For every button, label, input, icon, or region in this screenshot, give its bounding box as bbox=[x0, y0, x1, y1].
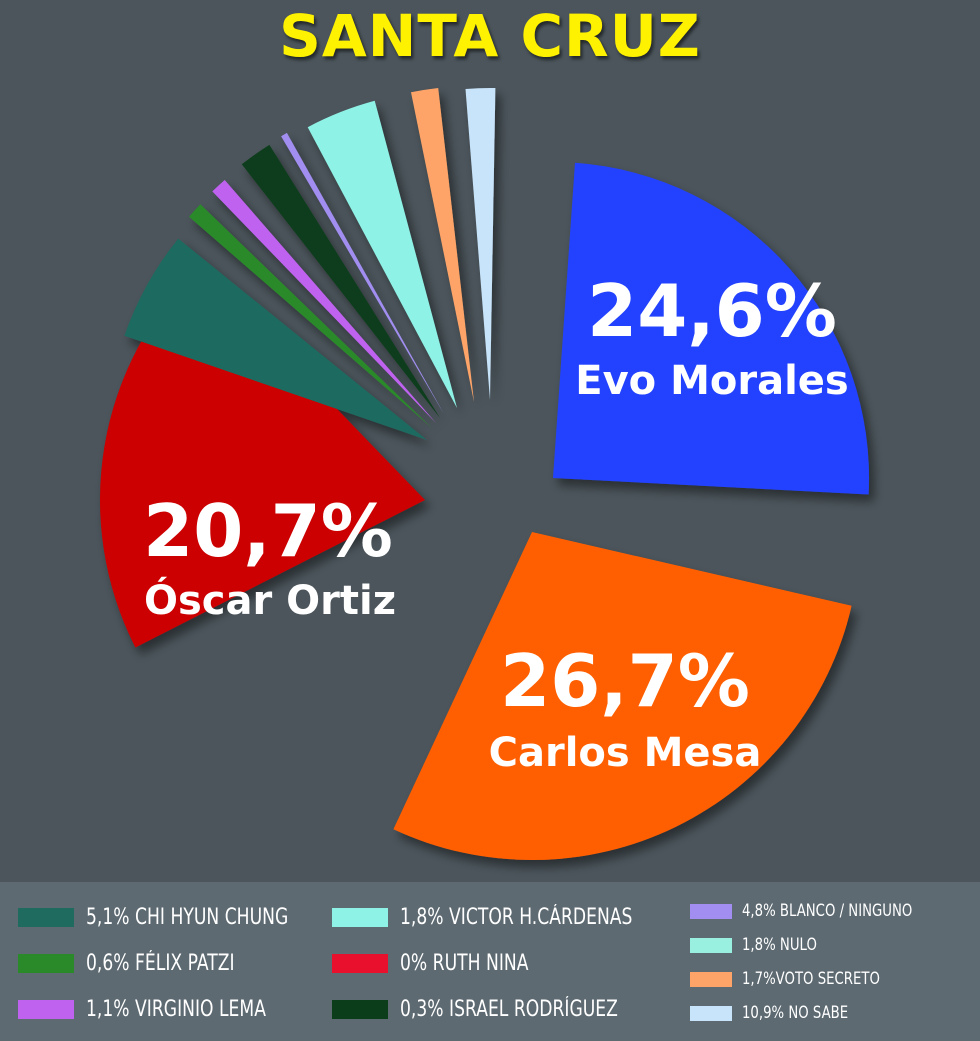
pie-chart: 24,6% Evo Morales 26,7% Carlos Mesa 20,7%Ósc… bbox=[99, 87, 870, 861]
pie-slice-nosabe bbox=[465, 87, 496, 400]
legend-label: 1,1% VIRGINIO LEMA bbox=[86, 996, 266, 1022]
pie-slice-blanco bbox=[281, 132, 444, 414]
legend-label: 0% RUTH NINA bbox=[400, 950, 529, 976]
legend-item: 0% RUTH NINA bbox=[332, 948, 565, 978]
legend-swatch bbox=[18, 953, 74, 973]
legend-swatch bbox=[690, 971, 732, 987]
legend-swatch bbox=[18, 907, 74, 927]
legend-label: 10,9% NO SABE bbox=[742, 1003, 849, 1023]
legend-swatch bbox=[332, 907, 388, 927]
legend-label: 4,8% BLANCO / NINGUNO bbox=[742, 901, 913, 921]
legend-item: 0,3% ISRAEL RODRÍGUEZ bbox=[332, 994, 679, 1024]
pie-slice-mesa bbox=[393, 532, 852, 861]
legend-swatch bbox=[332, 953, 388, 973]
slice-label-pct-mesa: 26,7% bbox=[500, 639, 750, 723]
legend-label: 0,6% FÉLIX PATZI bbox=[86, 950, 235, 976]
legend-item: 1,8% VICTOR H.CÁRDENAS bbox=[332, 902, 698, 932]
legend-item: 5,1% CHI HYUN CHUNG bbox=[18, 902, 345, 932]
legend-swatch bbox=[332, 999, 388, 1019]
legend-swatch bbox=[690, 903, 732, 919]
pie-slice-lema bbox=[212, 180, 436, 423]
pie-slice-evo bbox=[553, 162, 870, 495]
chart-title: SANTA CRUZ bbox=[279, 2, 701, 70]
legend-swatch bbox=[690, 1005, 732, 1021]
pie-slice-secreto bbox=[411, 88, 474, 402]
legend-item: 10,9% NO SABE bbox=[690, 998, 878, 1028]
pie-slice-chung bbox=[124, 238, 428, 440]
pie-slice-patzi bbox=[189, 204, 432, 428]
legend-label: 1,7%VOTO SECRETO bbox=[742, 969, 880, 989]
legend-label: 1,8% NULO bbox=[742, 935, 817, 955]
legend-item: 1,8% NULO bbox=[690, 930, 838, 960]
legend: 5,1% CHI HYUN CHUNG 0,6% FÉLIX PATZI 1,1% … bbox=[0, 882, 980, 1041]
legend-swatch bbox=[18, 999, 74, 1019]
slice-label-name-ortiz: Óscar Ortiz bbox=[144, 576, 396, 624]
legend-item: 1,7%VOTO SECRETO bbox=[690, 964, 919, 994]
legend-item: 4,8% BLANCO / NINGUNO bbox=[690, 896, 960, 926]
legend-label: 0,3% ISRAEL RODRÍGUEZ bbox=[400, 996, 618, 1022]
pie-slice-ortiz bbox=[99, 266, 425, 648]
legend-item: 0,6% FÉLIX PATZI bbox=[18, 948, 276, 978]
pie-slice-cardenas bbox=[307, 100, 457, 409]
slice-label-name-evo: Evo Morales bbox=[575, 358, 848, 404]
slice-label-pct-ortiz: 20,7% bbox=[143, 489, 393, 573]
legend-label: 1,8% VICTOR H.CÁRDENAS bbox=[400, 904, 633, 930]
legend-label: 5,1% CHI HYUN CHUNG bbox=[86, 904, 289, 930]
legend-item: 1,1% VIRGINIO LEMA bbox=[18, 994, 317, 1024]
slice-label-name-mesa: Carlos Mesa bbox=[489, 730, 762, 776]
slice-label-pct-evo: 24,6% bbox=[587, 269, 837, 353]
pie-slice-rodriguez bbox=[241, 144, 440, 418]
legend-swatch bbox=[690, 937, 732, 953]
